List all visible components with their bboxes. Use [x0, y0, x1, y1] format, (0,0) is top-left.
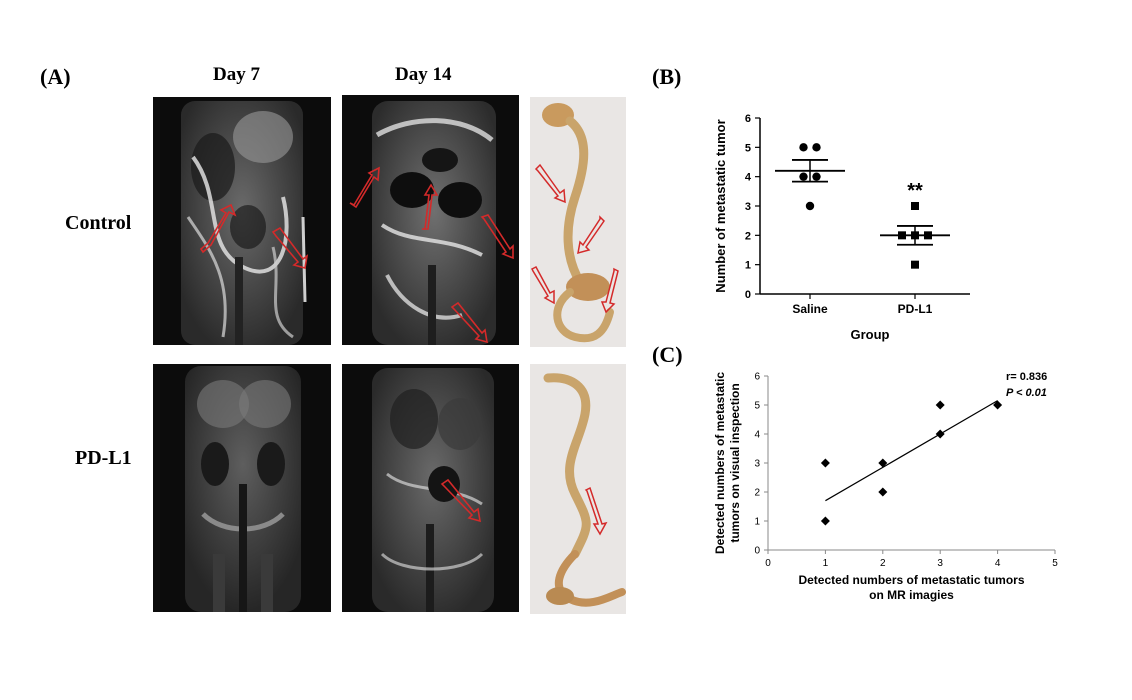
data-point [799, 172, 808, 181]
x-tick-label: PD-L1 [898, 302, 933, 316]
data-point [820, 458, 830, 468]
intestine-photo-control [530, 97, 626, 347]
data-point [878, 487, 888, 497]
trend-line [825, 400, 998, 502]
x-axis-label: Group [851, 327, 890, 342]
y-tick-label: 4 [754, 430, 760, 441]
data-point [805, 201, 815, 211]
intestine-photo-pdl1 [530, 364, 626, 614]
arrow-annotation-icon [584, 486, 608, 536]
arrow-annotation-icon [440, 478, 481, 523]
mri-pdl1-day7 [153, 364, 331, 612]
x-tick-label: 3 [937, 558, 943, 569]
y-tick-label: 3 [745, 201, 751, 213]
data-point [812, 143, 821, 152]
data-point [878, 458, 888, 468]
data-point [935, 429, 945, 439]
y-tick-label: 5 [745, 142, 751, 154]
mri-pdl1-day14 [342, 364, 519, 612]
y-tick-label: 3 [754, 459, 760, 470]
x-tick-label: 1 [823, 558, 829, 569]
x-tick-label: 2 [880, 558, 886, 569]
significance-annotation: ** [907, 180, 923, 202]
y-tick-label: 2 [745, 230, 751, 242]
y-tick-label: 6 [754, 372, 760, 383]
data-point [911, 260, 919, 269]
data-point [820, 516, 830, 526]
y-tick-label: 0 [754, 546, 760, 557]
y-axis-label: Detected numbers of metastatic [713, 372, 727, 554]
y-tick-label: 4 [745, 172, 752, 184]
y-axis-label: tumors on visual inspection [728, 383, 742, 542]
panel-b-label: (B) [652, 64, 682, 89]
y-tick-label: 1 [754, 517, 760, 528]
mri-control-day14 [342, 95, 519, 345]
x-axis-label: Detected numbers of metastatic tumors [798, 573, 1024, 587]
row-label-control: Control [65, 212, 132, 234]
y-tick-label: 2 [754, 488, 760, 499]
stat-r-label: r= 0.836 [1006, 371, 1047, 383]
data-point [812, 172, 821, 181]
y-tick-label: 0 [745, 289, 751, 301]
data-point [935, 400, 945, 410]
y-tick-label: 5 [754, 401, 760, 412]
panel-a-label: (A) [40, 64, 71, 89]
data-point [911, 202, 919, 210]
data-point [993, 400, 1003, 410]
x-tick-label: 0 [765, 558, 771, 569]
x-tick-label: Saline [792, 302, 828, 316]
arrow-annotation-icon [199, 203, 309, 270]
data-point [799, 143, 808, 152]
x-axis-label: on MR imagies [869, 588, 954, 602]
y-tick-label: 6 [745, 113, 751, 125]
chart-b: 0 1 2 3 4 5 6 Saline PD-L1 Group Number of metasta… [713, 113, 970, 342]
y-tick-label: 1 [745, 260, 751, 272]
arrow-annotation-icon [530, 163, 619, 314]
arrow-annotation-icon [349, 166, 514, 344]
row-label-pdl1: PD-L1 [75, 447, 132, 469]
y-axis-label: Number of metastatic tumor [713, 119, 728, 292]
panel-c-label: (C) [652, 342, 683, 367]
column-label-day14: Day 14 [395, 64, 452, 85]
x-tick-label: 4 [995, 558, 1001, 569]
x-tick-label: 5 [1052, 558, 1058, 569]
chart-c: 0 1 2 3 4 5 6 0 1 2 3 4 5 Detected numbers of metasta… [713, 371, 1058, 602]
stat-p-label: P < 0.01 [1006, 387, 1047, 399]
mri-control-day7 [153, 97, 331, 345]
column-label-day7: Day 7 [213, 64, 260, 85]
